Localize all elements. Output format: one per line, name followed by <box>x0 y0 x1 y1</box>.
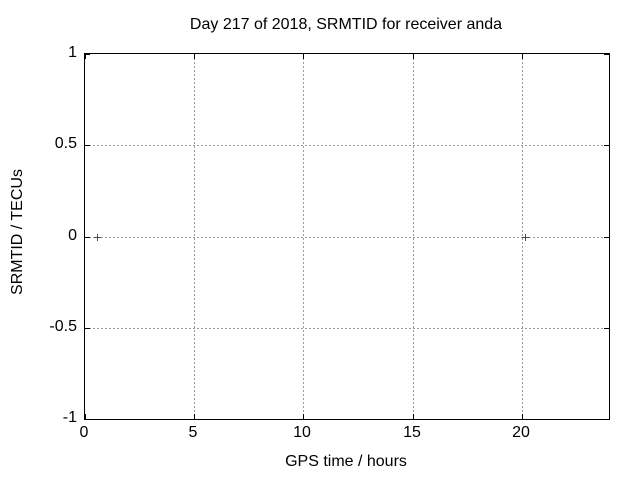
x-tick-mark <box>194 414 195 419</box>
x-tick-label: 5 <box>188 424 198 441</box>
x-tick-mark <box>413 54 414 59</box>
x-tick-mark <box>194 54 195 59</box>
y-tick-label: 0 <box>68 227 77 244</box>
y-tick-mark <box>85 328 90 329</box>
x-tick-label: 0 <box>79 424 89 441</box>
y-tick-label: 0.5 <box>54 135 77 152</box>
y-tick-mark <box>604 419 609 420</box>
grid-line-x <box>522 54 523 419</box>
x-tick-mark <box>303 54 304 59</box>
x-axis-label: GPS time / hours <box>285 453 407 470</box>
y-tick-mark <box>604 328 609 329</box>
grid-line-x <box>413 54 414 419</box>
y-tick-mark <box>85 419 90 420</box>
x-tick-mark <box>522 54 523 59</box>
grid-line-y <box>85 145 609 146</box>
y-tick-mark <box>85 54 90 55</box>
x-tick-mark <box>522 414 523 419</box>
x-tick-mark <box>303 414 304 419</box>
data-point-plus-marker <box>522 234 529 241</box>
plus-vertical-bar <box>525 234 526 241</box>
x-tick-label: 20 <box>512 424 530 441</box>
grid-line-y <box>85 237 609 238</box>
x-tick-mark <box>85 54 86 59</box>
y-tick-label: 1 <box>68 44 77 61</box>
y-tick-mark <box>85 145 90 146</box>
x-tick-mark <box>85 414 86 419</box>
y-tick-mark <box>604 145 609 146</box>
plot-area <box>84 53 610 420</box>
grid-line-x <box>303 54 304 419</box>
y-tick-label: -1 <box>62 409 77 426</box>
chart-title: Day 217 of 2018, SRMTID for receiver and… <box>189 16 503 33</box>
grid-line-x <box>194 54 195 419</box>
data-point-plus-marker <box>94 234 101 241</box>
y-tick-mark <box>85 237 90 238</box>
x-tick-mark <box>413 414 414 419</box>
x-tick-label: 10 <box>293 424 311 441</box>
y-tick-mark <box>604 237 609 238</box>
y-tick-mark <box>604 54 609 55</box>
grid-line-y <box>85 328 609 329</box>
plus-vertical-bar <box>97 234 98 241</box>
y-tick-label: -0.5 <box>49 318 77 335</box>
x-tick-label: 15 <box>403 424 421 441</box>
